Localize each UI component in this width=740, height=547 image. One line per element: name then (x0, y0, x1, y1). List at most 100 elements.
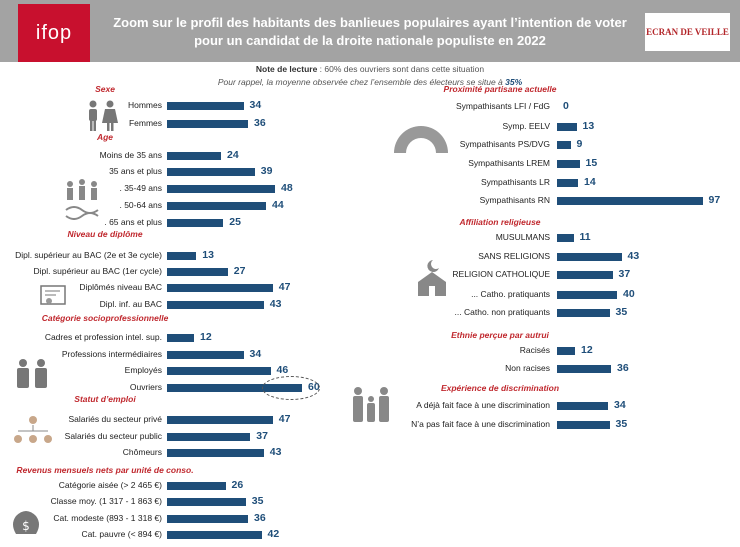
section-title: Affiliation religieuse (459, 217, 541, 227)
bar-label: Non racises (505, 363, 550, 373)
bar (557, 160, 580, 168)
bar (167, 102, 244, 110)
money-icon: $ (13, 511, 39, 534)
religion-icon (418, 260, 446, 296)
bar-label: Catégorie aisée (> 2 465 €) (58, 480, 162, 490)
bar-label: Cat. modeste (893 - 1 318 €) (53, 513, 162, 523)
gender-icon (89, 100, 118, 131)
note-label: Note de lecture (255, 64, 318, 74)
bar-label: Chômeurs (122, 447, 162, 457)
bar-value: 35 (251, 495, 264, 507)
bar-label: Symp. EELV (502, 121, 550, 131)
bar-value: 40 (623, 288, 635, 300)
bar (557, 309, 610, 317)
bar-label: Classe moy. (1 317 - 1 863 €) (50, 496, 162, 506)
svg-text:$: $ (22, 519, 30, 533)
bar (167, 482, 226, 490)
bar (167, 202, 266, 210)
bar-label: Diplômés niveau BAC (79, 282, 162, 292)
diploma-icon (40, 285, 66, 305)
bar-value: 47 (278, 281, 291, 293)
bar (167, 284, 273, 292)
bar-label: . 35-49 ans (119, 183, 162, 193)
bar (167, 515, 248, 523)
family-icon (353, 387, 389, 422)
bar-label: Hommes (127, 100, 162, 110)
bar (167, 185, 275, 193)
bar (557, 271, 613, 279)
bar-value: 25 (229, 216, 241, 228)
bar-value: 26 (231, 479, 244, 491)
ifop-logo: ifop (18, 4, 90, 62)
bar-value: 34 (614, 399, 626, 411)
bar (167, 152, 221, 160)
bar (167, 334, 194, 342)
bar-value: 35 (615, 306, 628, 318)
bar-value: 15 (585, 157, 598, 169)
bar-value: 43 (269, 298, 282, 310)
section-title: Sexe (95, 84, 115, 94)
bar-value: 14 (584, 176, 596, 188)
bar (167, 268, 228, 276)
bar-value: 12 (581, 344, 593, 356)
bar-value: 13 (202, 249, 214, 261)
chart-title: Zoom sur le profil des habitants des ban… (113, 15, 627, 48)
bar (557, 141, 571, 149)
note-line2: Pour rappel, la moyenne observée chez l’… (217, 77, 506, 87)
bar (167, 301, 264, 309)
bar (557, 253, 622, 261)
bar (167, 433, 251, 441)
bar (557, 365, 611, 373)
bar-label: Salariés du secteur privé (68, 414, 162, 424)
bar-label: Sympathisants LFI / FdG (455, 101, 550, 111)
bar (167, 351, 244, 359)
bar (167, 449, 264, 457)
bar-label: Dipl. inf. au BAC (99, 299, 162, 309)
section-title: Ethnie perçue par autrui (451, 330, 549, 340)
bar (557, 347, 575, 355)
highlight-ellipse (262, 376, 320, 400)
bar-value: 36 (254, 117, 266, 129)
bar-value: 35 (615, 418, 628, 430)
bar (167, 252, 197, 260)
bar-label: RELIGION CATHOLIQUE (452, 269, 550, 279)
bar-value: 43 (627, 250, 640, 262)
bar-label: Dipl. supérieur au BAC (1er cycle) (33, 266, 163, 276)
bar-value: 36 (254, 512, 266, 524)
bar-label: Sympathisants RN (479, 195, 550, 205)
bar (167, 120, 248, 128)
bar-value: 47 (278, 413, 291, 425)
bar (167, 367, 271, 375)
bar-label: Cadres et profession intel. sup. (44, 332, 162, 342)
bar-label: Dipl. supérieur au BAC (2e et 3e cycle) (15, 250, 162, 260)
bar (167, 384, 302, 392)
bar (167, 531, 262, 539)
note-line1: : 60% des ouvriers sont dans cette situa… (317, 64, 485, 74)
bar-label: SANS RELIGIONS (478, 251, 550, 261)
bar-label: Salariés du secteur public (64, 431, 162, 441)
bar-value: 46 (276, 364, 289, 376)
bar-value: 36 (617, 362, 629, 374)
bar-value: 0 (563, 100, 569, 112)
bar-value: 42 (267, 528, 280, 540)
bar-label: Employés (124, 365, 162, 375)
bar (167, 168, 255, 176)
bar-label: ... Catho. pratiquants (471, 289, 550, 299)
reading-note: Note de lecture : 60% des ouvriers sont … (0, 63, 740, 89)
bar (557, 123, 577, 131)
bar-value: 27 (233, 265, 246, 277)
section-title: Proximité partisane actuelle (443, 84, 557, 94)
bar (167, 416, 273, 424)
bar-label: ... Catho. non pratiquants (454, 307, 550, 317)
bar-label: . 50-64 ans (119, 200, 162, 210)
bar-value: 97 (708, 194, 721, 206)
bar-label: Sympathisants LR (481, 177, 550, 187)
bar-label: Professions intermédiaires (61, 349, 162, 359)
bar-label: Ouvriers (129, 382, 162, 392)
bar (557, 421, 610, 429)
bar-label: N’a pas fait face à une discrimination (411, 419, 550, 429)
bar-value: 34 (249, 348, 262, 360)
bar (167, 219, 224, 227)
section-title: Statut d’emploi (74, 394, 136, 404)
bar-label: Cat. pauvre (< 894 €) (81, 529, 162, 539)
